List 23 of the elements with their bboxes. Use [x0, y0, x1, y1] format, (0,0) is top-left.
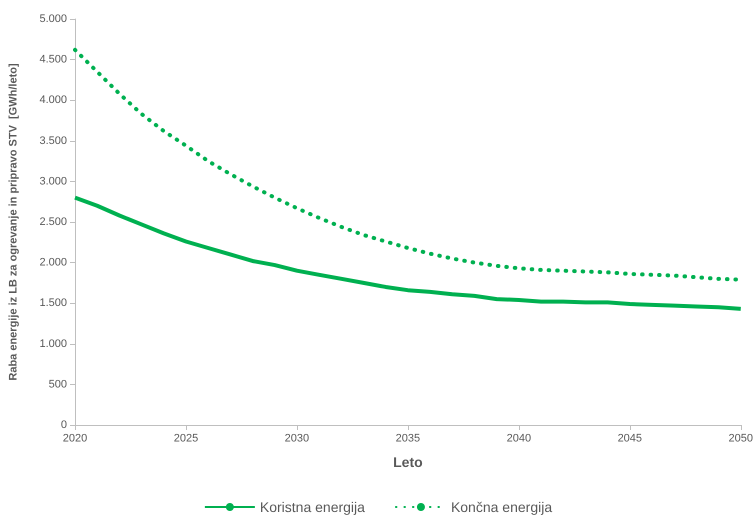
x-axis-title: Leto	[393, 454, 423, 470]
x-tick-label: 2045	[618, 432, 642, 444]
y-tick-label: 500	[48, 378, 67, 390]
legend-label: Koristna energija	[260, 499, 366, 515]
y-tick-label: 4.000	[39, 94, 67, 106]
x-tick-label: 2040	[506, 432, 532, 444]
x-tick-label: 2035	[396, 432, 420, 444]
y-tick-label: 2.000	[39, 256, 67, 269]
x-tick-label: 2030	[284, 432, 310, 444]
y-tick-label: 3.500	[39, 134, 67, 147]
y-tick-label: 5.000	[39, 13, 67, 25]
line-series	[73, 196, 743, 311]
y-axis-title: Raba energije iz LB za ogrevanje in pripravo STV [GWh/leto]	[8, 63, 20, 381]
y-tick-label: 0	[60, 419, 67, 431]
x-tick-label: 2020	[62, 432, 88, 444]
y-tick-label: 1.500	[39, 297, 67, 310]
legend-label: Končna energija	[450, 499, 552, 515]
y-tick-label: 4.500	[39, 54, 67, 66]
y-tick-label: 2.500	[39, 216, 67, 228]
y-tick-label: 3.000	[39, 175, 67, 188]
x-tick-label: 2025	[174, 432, 198, 444]
x-tick-label: 2050	[728, 432, 754, 444]
y-tick-label: 1.000	[39, 338, 67, 350]
